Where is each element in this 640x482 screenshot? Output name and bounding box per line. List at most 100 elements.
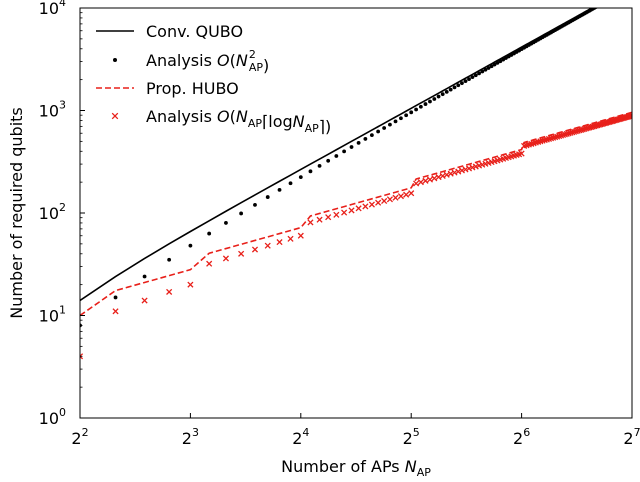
data-point [386,196,393,203]
data-point [207,231,212,236]
data-point [574,127,581,134]
plot-area [80,0,632,360]
data-point [428,99,432,104]
legend-item-analysis_sq: Analysis O(N2 AP) [113,48,269,75]
data-point [167,257,172,262]
data-point [452,85,457,90]
data-point [276,239,283,246]
data-point [607,0,611,1]
data-point [381,197,388,205]
data-point [287,235,294,242]
legend-item-conv: Conv. QUBO [96,22,243,41]
data-point [432,97,437,101]
data-point [376,129,381,134]
data-point [404,113,409,118]
axis-ticks: 22 23 24 25 26 27 100 101 102 103 104 [39,0,640,448]
x-axis-label: Number of APs NAP [281,457,431,479]
data-point [408,190,415,197]
data-point [342,149,347,154]
data-point [239,211,244,216]
data-point [571,128,578,135]
x-tick-label: 25 [403,426,420,448]
data-point [206,260,213,267]
data-point [253,202,257,207]
data-point [572,128,579,135]
data-point [334,154,339,158]
data-point [222,255,230,262]
data-point [399,116,403,121]
data-point [448,87,453,92]
data-point [341,209,348,216]
data-point [224,221,228,225]
data-point [470,75,475,80]
data-point [393,119,398,124]
data-point [463,79,468,84]
data-point [462,166,469,173]
y-tick-label: 100 [39,406,66,428]
data-point [498,59,503,64]
data-point [460,81,464,86]
data-point [297,232,304,239]
data-point [369,133,374,138]
data-point [188,243,193,248]
data-point [277,188,282,192]
data-point [325,214,332,221]
data-point [113,295,118,300]
data-point [426,176,434,183]
data-point [187,281,194,288]
data-point [382,126,387,130]
x-tick-label: 22 [71,426,88,448]
data-point [495,60,500,65]
data-point [333,211,340,218]
data-point [349,145,354,149]
data-point [368,201,375,208]
data-point [388,122,392,127]
data-point [436,94,441,99]
x-tick-label: 23 [182,426,199,448]
data-point [397,193,404,200]
data-point [355,205,362,212]
y-tick-label: 101 [39,304,66,326]
data-point [431,175,438,182]
data-point [288,181,293,186]
data-point [501,57,506,62]
data-point [298,175,303,179]
data-point [317,164,322,168]
data-point [597,3,601,7]
data-point [141,297,148,304]
data-point [576,127,583,134]
data-point [417,179,424,186]
data-point [363,137,368,141]
data-point [477,71,481,76]
legend: Conv. QUBO Analysis O(N2 AP) Prop. HUBO Anal… [96,22,331,136]
data-point [605,0,609,3]
data-point [609,0,613,1]
data-point [307,219,314,226]
svg-text:Conv. QUBO: Conv. QUBO [146,22,243,41]
data-point [413,180,420,187]
x-tick-label: 24 [292,426,309,448]
data-point [316,216,323,223]
data-point [467,77,471,82]
legend-item-analysis_log: Analysis O(NAP⌈logNAP⌉) [111,107,331,136]
data-point [418,104,423,109]
y-tick-label: 102 [39,201,66,223]
x-tick-label: 27 [623,426,640,448]
data-point [348,207,355,214]
y-axis-label: Number of required qubits [7,107,26,319]
data-point [362,203,369,210]
data-point [356,140,361,145]
data-point [599,3,603,7]
data-point [600,2,604,6]
y-tick-label: 103 [39,99,66,121]
data-point [166,288,173,295]
svg-text:Prop. HUBO: Prop. HUBO [146,79,239,98]
data-point [142,274,147,279]
data-point [265,195,270,199]
data-point [238,250,245,257]
data-point [414,107,419,112]
data-point [440,92,445,97]
data-point [465,165,473,172]
data-point [456,83,461,88]
